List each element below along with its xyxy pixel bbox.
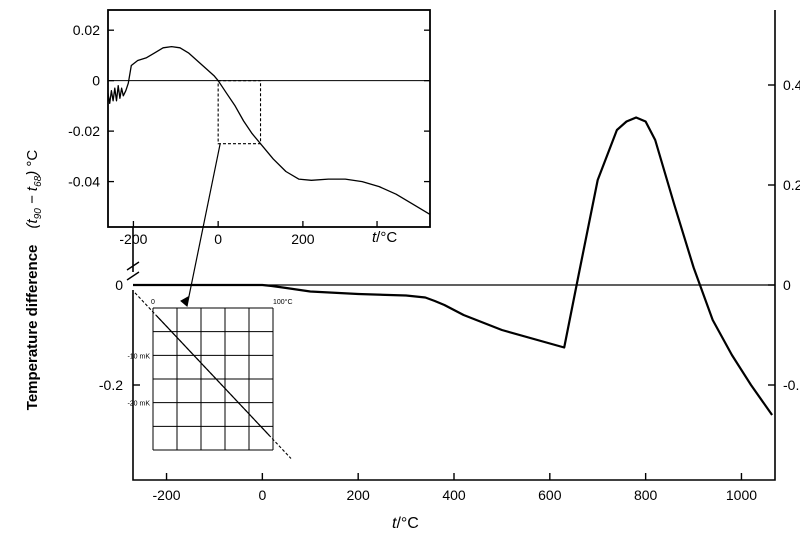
zoom-arrow-line: [186, 143, 221, 307]
right-y-tick-label: 0: [783, 277, 791, 293]
zoom-x-tick-label: 0: [151, 299, 155, 306]
y-axis-label-unit: °C: [24, 150, 41, 167]
y-axis-label-text: Temperature difference: [24, 245, 41, 411]
inset-y-tick-label: -0.04: [68, 174, 100, 190]
x-tick-label: 0: [258, 487, 266, 503]
inset-x-axis-label-variable: t: [372, 229, 377, 246]
x-tick-label: 200: [346, 487, 370, 503]
y-axis-label-variable: (t90 − t68): [24, 171, 44, 229]
right-y-tick-label: 0.4: [783, 77, 800, 93]
zoom-y-tick-label: -10 mK: [127, 353, 150, 360]
zoom-series-line: [156, 315, 270, 436]
inset-frame: [107, 9, 431, 228]
left-y-tick-label: -0.2: [99, 377, 123, 393]
zoom-y-tick-label: -20 mK: [127, 401, 150, 408]
inset-series-line: [107, 45, 431, 215]
right-y-tick-label: 0.2: [783, 177, 800, 193]
zoom-box: [217, 80, 262, 145]
main-chart: -200 0 200 400 600 800 1000 0.4 0.2 0 -0.2 0 -0.2: [99, 10, 800, 503]
inset-x-tick-label: 200: [291, 231, 315, 247]
right-y-tick-label: -0.2: [783, 377, 800, 393]
x-axis-label-variable: t: [392, 515, 397, 532]
left-axis-break: [126, 261, 140, 281]
x-axis-label-unit: /°C: [396, 515, 418, 532]
inset-x-tick-label: 0: [214, 231, 222, 247]
x-tick-label: 600: [538, 487, 562, 503]
inset-x-axis-label-unit: /°C: [376, 229, 397, 246]
x-axis-label: t/°C: [392, 515, 419, 532]
zoom-x-tick-label: 100°C: [273, 298, 293, 306]
main-series-line: [133, 116, 773, 416]
x-tick-label: 400: [442, 487, 466, 503]
zoom-arrow-head: [180, 296, 189, 307]
inset-bottom-chart: 0 100°C -10 mK -20 mK: [127, 143, 293, 459]
inset-x-axis-label: t/°C: [372, 229, 397, 246]
y-axis-label: Temperature difference (t90 − t68) °C: [24, 150, 44, 411]
inset-top-chart: 0.02 0 -0.02 -0.04 -200 0 200: [68, 9, 431, 247]
inset-x-tick-label: -200: [119, 231, 147, 247]
left-y-tick-label: 0: [115, 277, 123, 293]
inset-y-tick-label: 0.02: [73, 22, 100, 38]
x-tick-label: 800: [634, 487, 658, 503]
inset-y-tick-label: -0.02: [68, 123, 100, 139]
x-tick-label: -200: [153, 487, 181, 503]
x-tick-label: 1000: [726, 487, 757, 503]
inset-y-tick-label: 0: [92, 73, 100, 89]
